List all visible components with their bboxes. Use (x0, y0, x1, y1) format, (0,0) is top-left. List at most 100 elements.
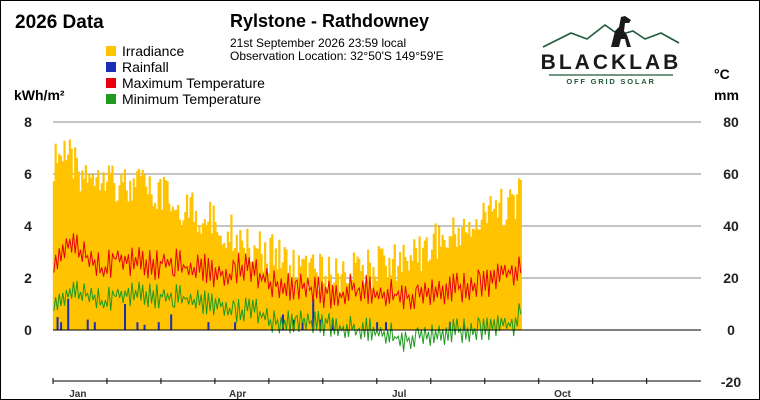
irradiance-bar (191, 192, 194, 330)
irradiance-bar (296, 280, 299, 330)
rainfall-bar (292, 319, 295, 330)
irradiance-bar (446, 247, 450, 330)
irradiance-bar (106, 181, 109, 330)
irradiance-bar (169, 211, 173, 330)
irradiance-bar (390, 275, 393, 330)
irradiance-bar (75, 157, 79, 330)
rainfall-bar (463, 324, 466, 330)
irradiance-bar (427, 261, 430, 330)
irradiance-bar (430, 249, 434, 330)
irradiance-bar (155, 209, 158, 330)
rainfall-bar (67, 298, 70, 330)
irradiance-bar (221, 244, 224, 330)
irradiance-bar (111, 165, 114, 330)
irradiance-bar (161, 209, 164, 330)
irradiance-bar (251, 263, 254, 330)
legend-swatch-irradiance (106, 46, 116, 56)
irradiance-bar (233, 248, 237, 330)
irradiance-bar (79, 191, 82, 330)
irradiance-bar (81, 170, 84, 330)
rainfall-bar (207, 322, 210, 330)
legend-label-rainfall: Rainfall (122, 59, 169, 75)
legend-swatch-min-temp (106, 94, 116, 104)
irradiance-bar (370, 288, 373, 330)
irradiance-bar (246, 228, 249, 330)
irradiance-bar (327, 256, 331, 330)
irradiance-bar (367, 249, 370, 330)
irradiance-bar (507, 197, 510, 330)
irradiance-bar (278, 239, 281, 330)
irradiance-bar (52, 181, 55, 330)
irradiance-bar (72, 178, 75, 330)
mountain-icon (542, 24, 680, 48)
irradiance-bar (95, 177, 98, 330)
irradiance-bar (493, 208, 496, 330)
irradiance-bar (487, 205, 490, 330)
irradiance-bar (496, 217, 499, 330)
irradiance-bar (416, 262, 419, 330)
irradiance-bar (494, 200, 498, 330)
irradiance-bar (276, 269, 279, 330)
irradiance-bar (122, 182, 125, 330)
irradiance-bar (162, 176, 166, 330)
irradiance-bar (326, 291, 329, 330)
rainfall-bar (86, 319, 89, 330)
irradiance-bar (292, 249, 295, 330)
irradiance-bar (338, 292, 341, 330)
irradiance-bar (317, 290, 320, 330)
irradiance-bar (324, 275, 327, 330)
irradiance-bar (471, 228, 474, 330)
rainfall-bar (282, 314, 285, 330)
irradiance-bar (159, 178, 162, 330)
irradiance-bar (331, 285, 334, 330)
irradiance-bar (267, 273, 270, 330)
irradiance-bar (132, 178, 135, 330)
irradiance-bar (182, 220, 185, 330)
irradiance-bar (517, 178, 521, 330)
irradiance-bar (146, 194, 150, 330)
irradiance-bar (143, 174, 146, 330)
irradiance-bar (54, 143, 57, 330)
irradiance-bar (395, 280, 398, 330)
irradiance-bar (207, 221, 210, 330)
irradiance-bar (130, 200, 134, 330)
dog-icon (611, 16, 631, 47)
irradiance-bar (264, 242, 267, 330)
irradiance-bar (320, 256, 324, 330)
irradiance-bar (200, 233, 203, 330)
irradiance-bar (434, 223, 437, 330)
irradiance-bar (280, 268, 283, 330)
irradiance-bar (466, 233, 469, 330)
irradiance-bar (388, 257, 391, 330)
y-right-tick-label: 60 (723, 166, 739, 182)
irradiance-bar (65, 160, 68, 330)
y-axis-right-unit-rain: mm (714, 87, 739, 103)
irradiance-bar (425, 237, 428, 330)
irradiance-bar (178, 219, 182, 330)
irradiance-bar (152, 206, 155, 330)
irradiance-bar (454, 234, 457, 330)
irradiance-bar (164, 180, 167, 330)
irradiance-bar (393, 244, 396, 330)
irradiance-bar (139, 176, 142, 330)
irradiance-bar (335, 258, 338, 330)
irradiance-bar (441, 234, 444, 330)
rainfall-bar (376, 322, 379, 330)
blacklab-logo: BLACKLAB OFF GRID SOLAR (541, 11, 681, 91)
irradiance-bar (509, 189, 512, 330)
irradiance-bar (248, 247, 251, 330)
irradiance-bar (345, 283, 348, 330)
irradiance-bar (397, 265, 400, 330)
irradiance-bar (175, 209, 178, 330)
irradiance-bar (150, 194, 153, 330)
irradiance-bar (93, 185, 96, 330)
irradiance-bar (468, 222, 471, 330)
y-right-tick-label: 80 (723, 114, 739, 130)
irradiance-bar (262, 271, 265, 330)
logo-mark-icon: BLACKLAB OFF GRID SOLAR (541, 16, 680, 86)
irradiance-bar (422, 247, 425, 330)
irradiance-bar (219, 235, 222, 330)
irradiance-bar (356, 256, 359, 330)
